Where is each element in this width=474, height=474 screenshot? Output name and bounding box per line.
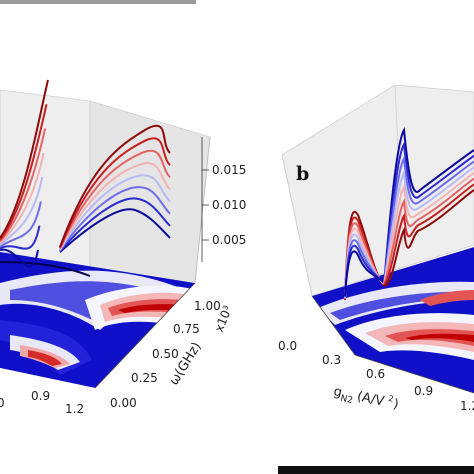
panel-b-x-axis-label: g N2 (A/V 2 ) xyxy=(332,384,400,413)
panel-b-right-curve-6 xyxy=(383,177,474,286)
panel-a-z-tick-label-1: 0.005 xyxy=(212,233,246,247)
panel-a-y-tick-label-5: 1.00 xyxy=(194,299,221,313)
panel-a-floor-edge-right xyxy=(194,136,211,284)
svg-text:): ) xyxy=(392,397,400,413)
panel-a-surface xyxy=(0,252,195,388)
top-bar xyxy=(0,0,196,4)
panel-a-left-curve-5 xyxy=(0,152,45,244)
svg-text:N2: N2 xyxy=(339,394,353,406)
panel-b-wall-edge-left xyxy=(281,154,313,297)
panel-a-left-curve-6 xyxy=(0,128,47,243)
bottom-bar xyxy=(278,466,474,474)
panel-a-floor-edge-front xyxy=(94,282,196,389)
panel-b-floor-edge-front xyxy=(311,295,356,356)
svg-text:g: g xyxy=(332,384,343,400)
panel-b-x-tick-label-1: 0.0 xyxy=(278,339,297,353)
panel-a-left-curve-8 xyxy=(0,79,49,239)
panel-a-y-tick-label-2: 0.25 xyxy=(131,371,158,385)
panel-b-right-curve-8 xyxy=(383,189,474,287)
panel-a-curves xyxy=(0,79,171,268)
panel-b-right-curve-4 xyxy=(383,166,474,286)
panel-a-y-tick-label-1: 0.00 xyxy=(110,396,137,410)
panel-b-floor-edge-base xyxy=(354,354,474,394)
panel-b-curves xyxy=(344,126,474,301)
panel-a-x-tick-label-1: 0.9 xyxy=(31,389,50,403)
svg-text:(A/V: (A/V xyxy=(356,389,386,409)
panel-b-left-curve-8 xyxy=(344,250,385,297)
panel-b-right-curve-5 xyxy=(383,172,474,286)
panel-a-left-curve-4 xyxy=(0,176,44,246)
panel-a-left-curve-2 xyxy=(0,225,41,250)
panel-a: 0.005 0.010 0.015 0.00 0.25 0.50 0.75 1.… xyxy=(0,79,246,416)
panel-a-y-tick-label-4: 0.75 xyxy=(173,322,200,336)
panel-a-mid-curve-3 xyxy=(59,186,171,252)
panel-a-mid-curve-2 xyxy=(59,197,171,252)
panel-a-mid-curve-6 xyxy=(59,149,171,249)
panel-b-x-tick-label-5: 1.2 xyxy=(460,399,474,413)
panel-b-x-tick-label-2: 0.3 xyxy=(322,353,341,367)
panel-a-left-curve-3 xyxy=(0,201,42,248)
panel-a-x-tick-label-partial: 0 xyxy=(0,396,5,410)
panel-b-x-tick-label-3: 0.6 xyxy=(366,367,385,381)
panel-b-right-curve-1 xyxy=(383,126,474,286)
panel-a-mid-curve-5 xyxy=(59,162,171,250)
panel-a-x-tick-label-2: 1.2 xyxy=(65,402,84,416)
svg-text:2: 2 xyxy=(388,394,395,404)
panel-a-y-tick-label-3: 0.50 xyxy=(152,347,179,361)
panel-b-right-curve-2 xyxy=(383,141,474,286)
panel-b-x-tick-label-4: 0.9 xyxy=(414,384,433,398)
panel-b-right-curve-7 xyxy=(383,183,474,286)
panel-a-left-curve-7 xyxy=(0,104,48,241)
panel-b-label: b xyxy=(296,163,309,185)
panel-a-z-tick-label-2: 0.010 xyxy=(212,198,246,212)
panel-a-mid-curve-8 xyxy=(59,124,171,248)
panel-b-right-curve-3 xyxy=(383,155,474,286)
panel-b-surface xyxy=(312,247,474,393)
panel-a-left-curve-1 xyxy=(0,248,39,268)
panel-a-mid-curve-4 xyxy=(59,174,171,251)
panel-a-side-wall xyxy=(89,100,211,286)
panel-b: b 0.0 0.3 0.6 0.9 1.2 g N2 (A/V 2 ) xyxy=(278,84,474,413)
panel-a-z-tick-label-3: 0.015 xyxy=(212,163,246,177)
panel-a-mid-curve-1 xyxy=(59,208,171,253)
panel-a-mid-curve-7 xyxy=(59,137,171,249)
